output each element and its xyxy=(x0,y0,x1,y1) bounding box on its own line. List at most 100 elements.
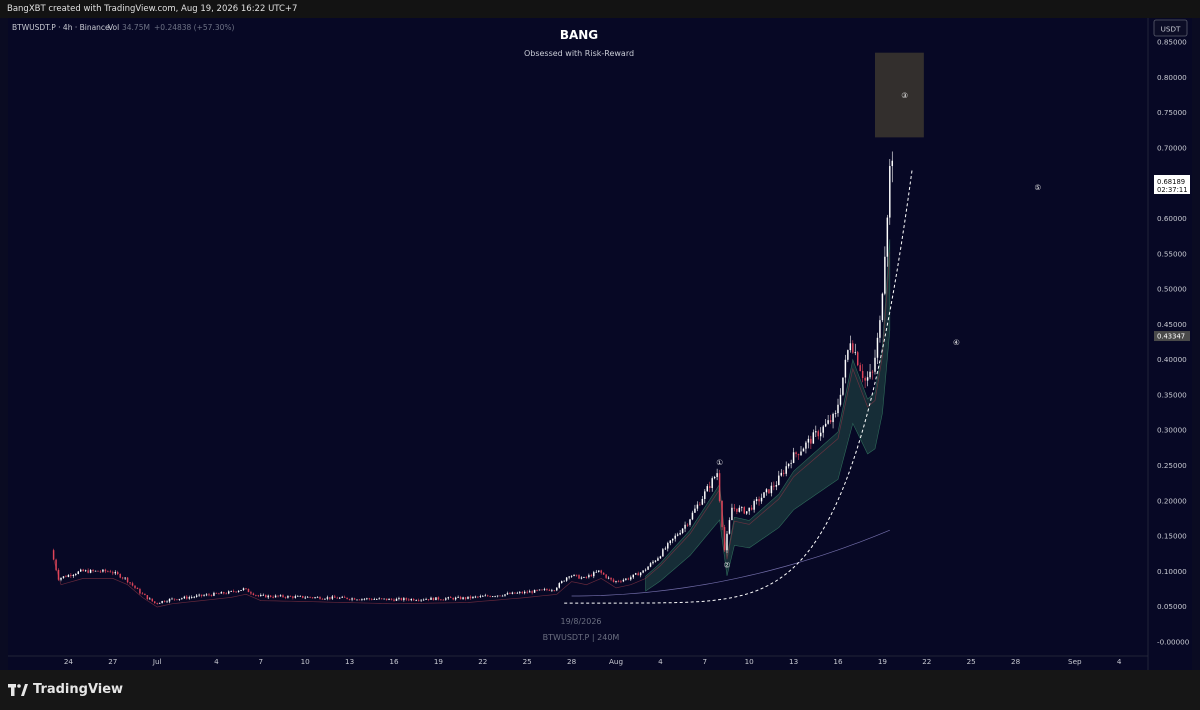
y-tick-label: 0.45000 xyxy=(1157,320,1187,329)
candle-body xyxy=(462,597,464,600)
candle-body xyxy=(321,598,324,600)
candle-body xyxy=(245,588,247,590)
y-tick-label: 0.75000 xyxy=(1157,108,1187,117)
candle-body xyxy=(87,570,89,573)
wave-label: ⑤ xyxy=(1034,183,1041,192)
chart-title: BANG xyxy=(560,28,598,42)
candle-body xyxy=(373,599,376,600)
candle-body xyxy=(590,575,593,577)
candle-body xyxy=(790,462,792,464)
candle-body xyxy=(331,596,334,599)
candle-body xyxy=(671,538,674,541)
price-chart[interactable]: 0.850000.800000.750000.700000.650000.600… xyxy=(8,18,1192,670)
candle-body xyxy=(366,598,368,600)
candle-body xyxy=(617,581,620,582)
candle-body xyxy=(556,587,558,591)
candle-body xyxy=(615,581,617,582)
candle-body xyxy=(65,576,67,578)
candle-body xyxy=(876,337,879,358)
candle-body xyxy=(489,596,491,597)
candle-body xyxy=(430,597,432,600)
candle-body xyxy=(551,590,553,592)
candle-body xyxy=(733,507,736,509)
candle-body xyxy=(119,574,121,578)
candle-body xyxy=(272,596,274,598)
x-tick-label: 10 xyxy=(301,657,311,666)
candle-body xyxy=(847,350,849,360)
candle-body xyxy=(667,543,669,549)
candle-body xyxy=(721,500,723,528)
candle-body xyxy=(176,599,178,601)
x-tick-label: 28 xyxy=(567,657,577,666)
candle-body xyxy=(183,596,186,599)
candle-body xyxy=(891,160,894,167)
candle-body xyxy=(343,596,346,598)
candle-body xyxy=(62,576,65,578)
candle-body xyxy=(126,577,129,583)
countdown-value: 02:37:11 xyxy=(1157,186,1188,194)
candle-body xyxy=(770,485,773,494)
candle-body xyxy=(760,497,763,502)
candle-body xyxy=(514,592,516,594)
brand-name: TradingView xyxy=(33,682,124,697)
candle-body xyxy=(778,475,780,486)
candle-body xyxy=(314,597,316,598)
candle-body xyxy=(691,512,694,520)
candle-body xyxy=(153,601,156,604)
candle-body xyxy=(866,377,869,381)
candle-body xyxy=(578,575,580,579)
candle-body xyxy=(309,596,311,598)
candle-body xyxy=(412,598,415,601)
candle-body xyxy=(109,571,112,573)
candle-body xyxy=(289,596,292,597)
candle-body xyxy=(255,594,257,596)
candle-body xyxy=(758,499,760,502)
candle-body xyxy=(319,596,321,599)
candle-body xyxy=(768,489,770,494)
candle-body xyxy=(632,574,635,578)
candle-body xyxy=(403,598,405,601)
candle-body xyxy=(662,549,664,557)
candle-body xyxy=(287,596,289,598)
y-tick-label: 0.60000 xyxy=(1157,214,1187,223)
y-tick-label: 0.20000 xyxy=(1157,496,1187,505)
candle-body xyxy=(297,595,299,597)
candle-body xyxy=(420,599,422,601)
grid: 0.850000.800000.750000.700000.650000.600… xyxy=(8,18,1190,670)
x-tick-label: 13 xyxy=(345,657,354,666)
candle-body xyxy=(121,577,124,579)
candle-body xyxy=(533,589,536,593)
candle-body xyxy=(718,473,721,501)
candle-body xyxy=(457,596,459,598)
candle-body xyxy=(553,590,556,592)
candle-body xyxy=(844,359,847,378)
candle-body xyxy=(114,572,117,574)
candle-body xyxy=(267,595,269,598)
candle-body xyxy=(575,574,578,576)
candle-body xyxy=(213,592,215,596)
candle-body xyxy=(316,596,319,598)
chart-area[interactable]: 0.850000.800000.750000.700000.650000.600… xyxy=(8,18,1192,670)
candle-body xyxy=(178,598,181,600)
candle-body xyxy=(800,451,802,456)
candle-body xyxy=(353,598,356,600)
candle-body xyxy=(442,599,445,601)
currency-button[interactable]: USDT xyxy=(1153,19,1188,37)
tradingview-logo[interactable]: TradingView xyxy=(8,682,123,697)
x-tick-label: 7 xyxy=(259,657,264,666)
currency-label: USDT xyxy=(1161,25,1181,34)
candle-body xyxy=(252,593,255,595)
candle-body xyxy=(395,598,398,601)
wave-label: ② xyxy=(724,560,731,569)
x-tick-label: Jul xyxy=(152,657,162,666)
candle-body xyxy=(393,599,395,601)
candle-body xyxy=(432,597,435,601)
candle-body xyxy=(810,438,812,444)
candle-body xyxy=(225,593,228,595)
candle-body xyxy=(60,577,62,580)
candle-body xyxy=(884,256,886,294)
legend-vol-value: 34.75M xyxy=(122,23,150,32)
candle-body xyxy=(171,598,173,600)
candle-body xyxy=(163,600,166,602)
candle-body xyxy=(659,556,662,559)
